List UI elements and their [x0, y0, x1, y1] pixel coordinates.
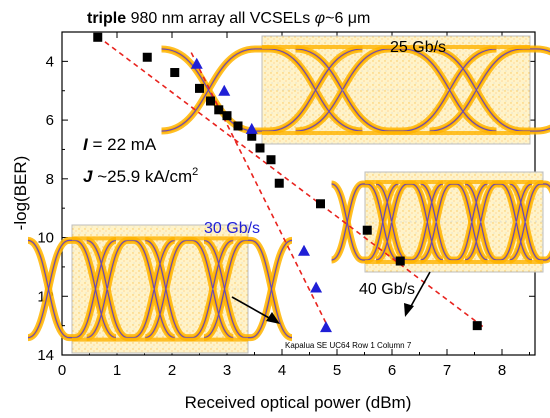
title-tail: ~6 μm: [325, 10, 370, 27]
point-30g: [298, 244, 310, 256]
point-25g: [93, 32, 103, 42]
point-30g: [320, 321, 332, 333]
y-tick-label: 6: [46, 112, 54, 129]
point-30g: [245, 122, 258, 134]
x-tick-label: 3: [223, 362, 231, 379]
x-tick-label: 2: [168, 362, 176, 379]
x-tick-label: 4: [278, 362, 286, 379]
arrow-40g: [404, 271, 431, 317]
point-25g: [233, 121, 243, 131]
point-25g: [214, 105, 224, 115]
point-25g: [316, 199, 325, 209]
point-30g: [190, 57, 203, 69]
point-25g: [472, 321, 482, 331]
x-tick-label: 6: [388, 362, 396, 379]
title-middle: 980 nm array all VCSELs: [126, 10, 315, 27]
density-annotation: J ~25.9 kA/cm2: [83, 166, 198, 186]
label-40g: 40 Gb/s: [359, 281, 415, 298]
eye-diagram-40g: [330, 171, 550, 273]
point-25g: [195, 83, 204, 93]
x-tick-label: 1: [113, 362, 121, 379]
point-25g: [247, 131, 257, 141]
y-tick-label: 14: [37, 347, 54, 364]
point-30g: [218, 84, 231, 96]
eye-diagram-30g: [26, 224, 294, 354]
eye-diagram-25g: [161, 35, 550, 145]
point-25g: [142, 52, 152, 62]
point-25g: [170, 68, 180, 78]
point-25g: [274, 178, 284, 188]
current-annotation: I = 22 mA: [83, 135, 157, 154]
x-axis-title: Received optical power (dBm): [185, 393, 412, 412]
data-markers: [93, 32, 482, 333]
point-25g: [222, 111, 232, 121]
fit-line: [190, 52, 330, 329]
fit-lines: [97, 35, 486, 330]
x-tick-label: 5: [333, 362, 341, 379]
title-phi: φ: [315, 10, 325, 27]
x-tick-labels: 0 1 2 3 4 5 6 7 8: [58, 362, 506, 379]
point-25g: [206, 96, 215, 106]
arrow-30g: [231, 296, 280, 324]
y-axis-title: -log(BER): [11, 156, 30, 231]
point-30g: [310, 281, 323, 293]
point-25g: [395, 256, 405, 266]
x-tick-label: 8: [498, 362, 506, 379]
y-tick-label: 4: [46, 53, 54, 70]
title-bold: triple: [87, 10, 126, 27]
chart-title: triple 980 nm array all VCSELs φ~6 μm: [87, 10, 370, 27]
point-25g: [266, 155, 276, 165]
x-tick-label: 0: [58, 362, 66, 379]
x-tick-label: 7: [443, 362, 451, 379]
point-25g: [362, 225, 372, 235]
label-25g: 25 Gb/s: [390, 39, 446, 56]
footer-label: Kapalua SE UC64 Row 1 Column 7: [285, 341, 412, 350]
point-25g: [255, 143, 265, 153]
y-tick-label: 8: [46, 171, 54, 188]
label-30g: 30 Gb/s: [204, 220, 260, 237]
y-tick-label: 10: [37, 230, 54, 247]
